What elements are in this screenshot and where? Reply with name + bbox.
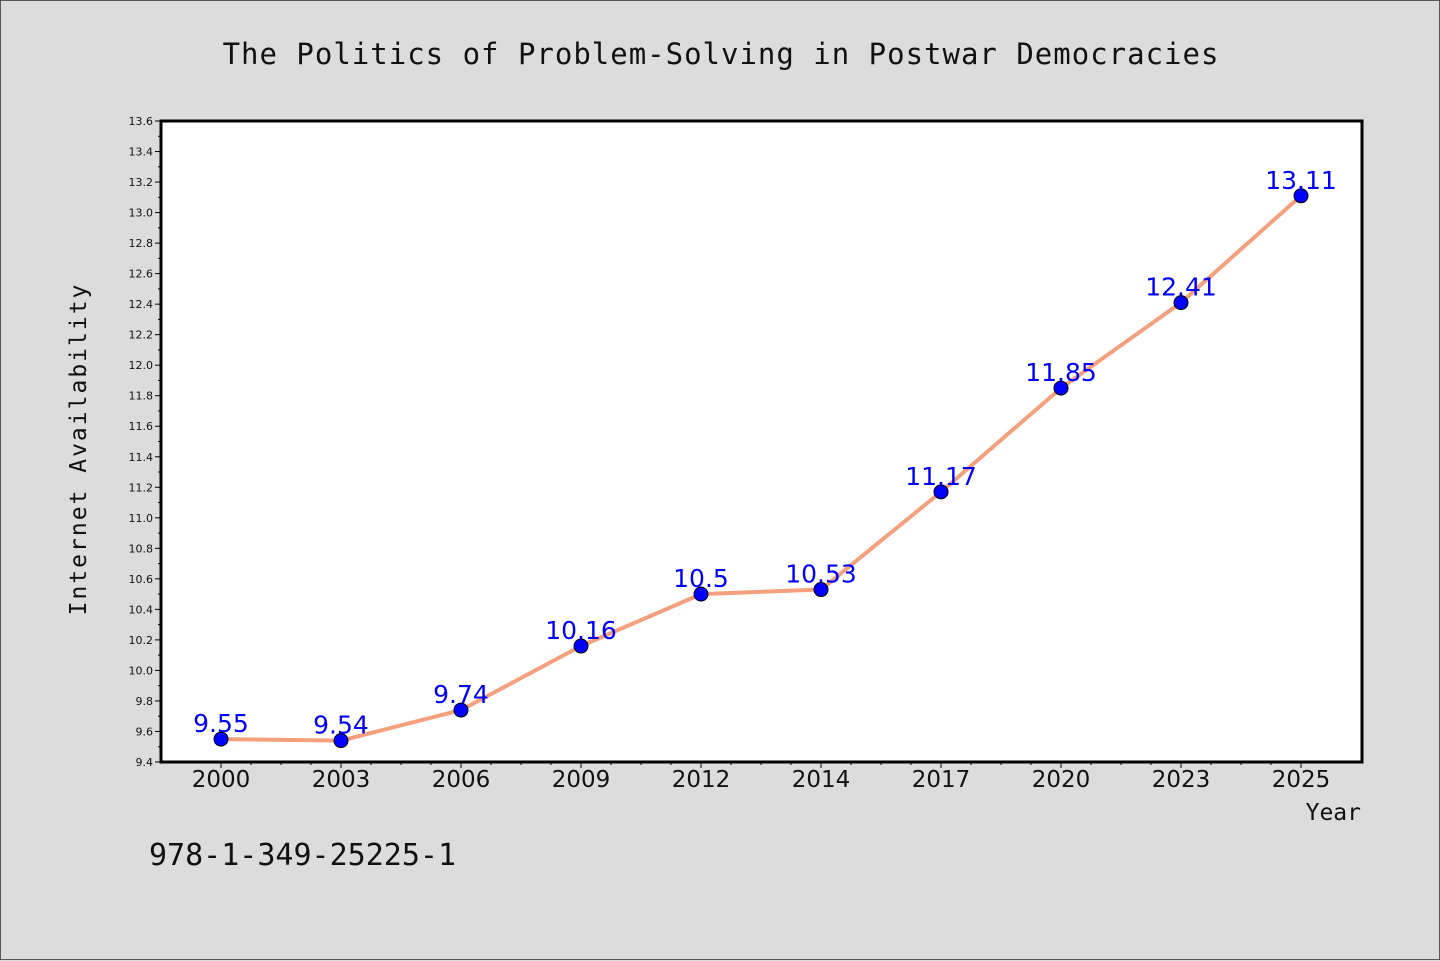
data-point (1053, 380, 1069, 396)
series-group: 9.55 9.54 9.74 10.16 10.5 10.53 11.17 11.85 12.4… (193, 166, 1337, 749)
data-point (693, 586, 709, 602)
data-label: 11.17 (905, 462, 977, 491)
data-label: 11.85 (1025, 358, 1097, 387)
y-tick-label: 11.8 (129, 390, 154, 403)
y-tick-label: 10.0 (129, 664, 154, 677)
y-tick-label: 12.8 (129, 237, 154, 250)
data-point (813, 582, 829, 598)
x-tick-label: 2000 (192, 767, 251, 793)
x-tick-label: 2006 (432, 767, 491, 793)
data-label: 10.53 (785, 560, 857, 589)
data-label: 9.55 (193, 709, 249, 738)
data-point (453, 702, 469, 718)
data-point (1173, 295, 1189, 311)
data-label: 10.5 (673, 564, 729, 593)
series-line (219, 193, 1303, 743)
y-tick-label: 9.8 (136, 695, 154, 708)
y-tick-label: 10.8 (129, 542, 154, 555)
y-tick-label: 9.6 (136, 725, 154, 738)
x-tick-label: 2017 (912, 767, 971, 793)
data-label: 13.11 (1265, 166, 1337, 195)
data-label: 10.16 (545, 616, 617, 645)
data-point (933, 484, 949, 500)
y-tick-label: 13.0 (129, 207, 154, 220)
y-axis-ticks: 9.4 9.6 9.8 10.0 10.2 10.4 10.6 10.8 11.0 11.2 11.… (129, 115, 161, 769)
y-tick-label: 11.0 (129, 512, 154, 525)
x-tick-label: 2014 (792, 767, 851, 793)
y-tick-label: 13.2 (129, 176, 154, 189)
chart-title: The Politics of Problem-Solving in Postw… (223, 37, 1220, 71)
data-point (1293, 188, 1309, 204)
x-tick-label: 2020 (1032, 767, 1091, 793)
y-tick-label: 10.6 (129, 573, 154, 586)
y-tick-label: 11.4 (129, 451, 154, 464)
y-tick-label: 11.2 (129, 481, 154, 494)
x-tick-label: 2025 (1272, 767, 1331, 793)
data-label: 9.74 (433, 680, 489, 709)
y-axis-label: Internet Availability (66, 283, 92, 616)
y-tick-label: 12.2 (129, 329, 154, 342)
x-tick-label: 2023 (1152, 767, 1211, 793)
data-point (333, 733, 349, 749)
y-tick-label: 10.4 (129, 603, 154, 616)
x-tick-label: 2012 (672, 767, 731, 793)
y-tick-label: 13.4 (129, 146, 154, 159)
y-tick-label: 12.4 (129, 298, 154, 311)
data-label: 12.41 (1145, 273, 1217, 302)
data-point (573, 638, 589, 654)
x-tick-label: 2009 (552, 767, 611, 793)
y-tick-label: 12.6 (129, 268, 154, 281)
data-point (213, 731, 229, 747)
plot-area (159, 119, 1364, 764)
data-label: 9.54 (313, 711, 369, 740)
y-tick-label: 12.0 (129, 359, 154, 372)
x-tick-label: 2003 (312, 767, 371, 793)
x-axis-ticks: 2000 2003 2006 2009 2012 2014 2017 2020 2023 2025 (192, 762, 1331, 793)
y-tick-label: 11.6 (129, 420, 154, 433)
y-tick-label: 9.4 (136, 756, 154, 769)
y-tick-label: 13.6 (129, 115, 154, 128)
x-axis-label: Year (1306, 800, 1361, 826)
isbn-text: 978-1-349-25225-1 (149, 838, 456, 873)
y-tick-label: 10.2 (129, 634, 154, 647)
